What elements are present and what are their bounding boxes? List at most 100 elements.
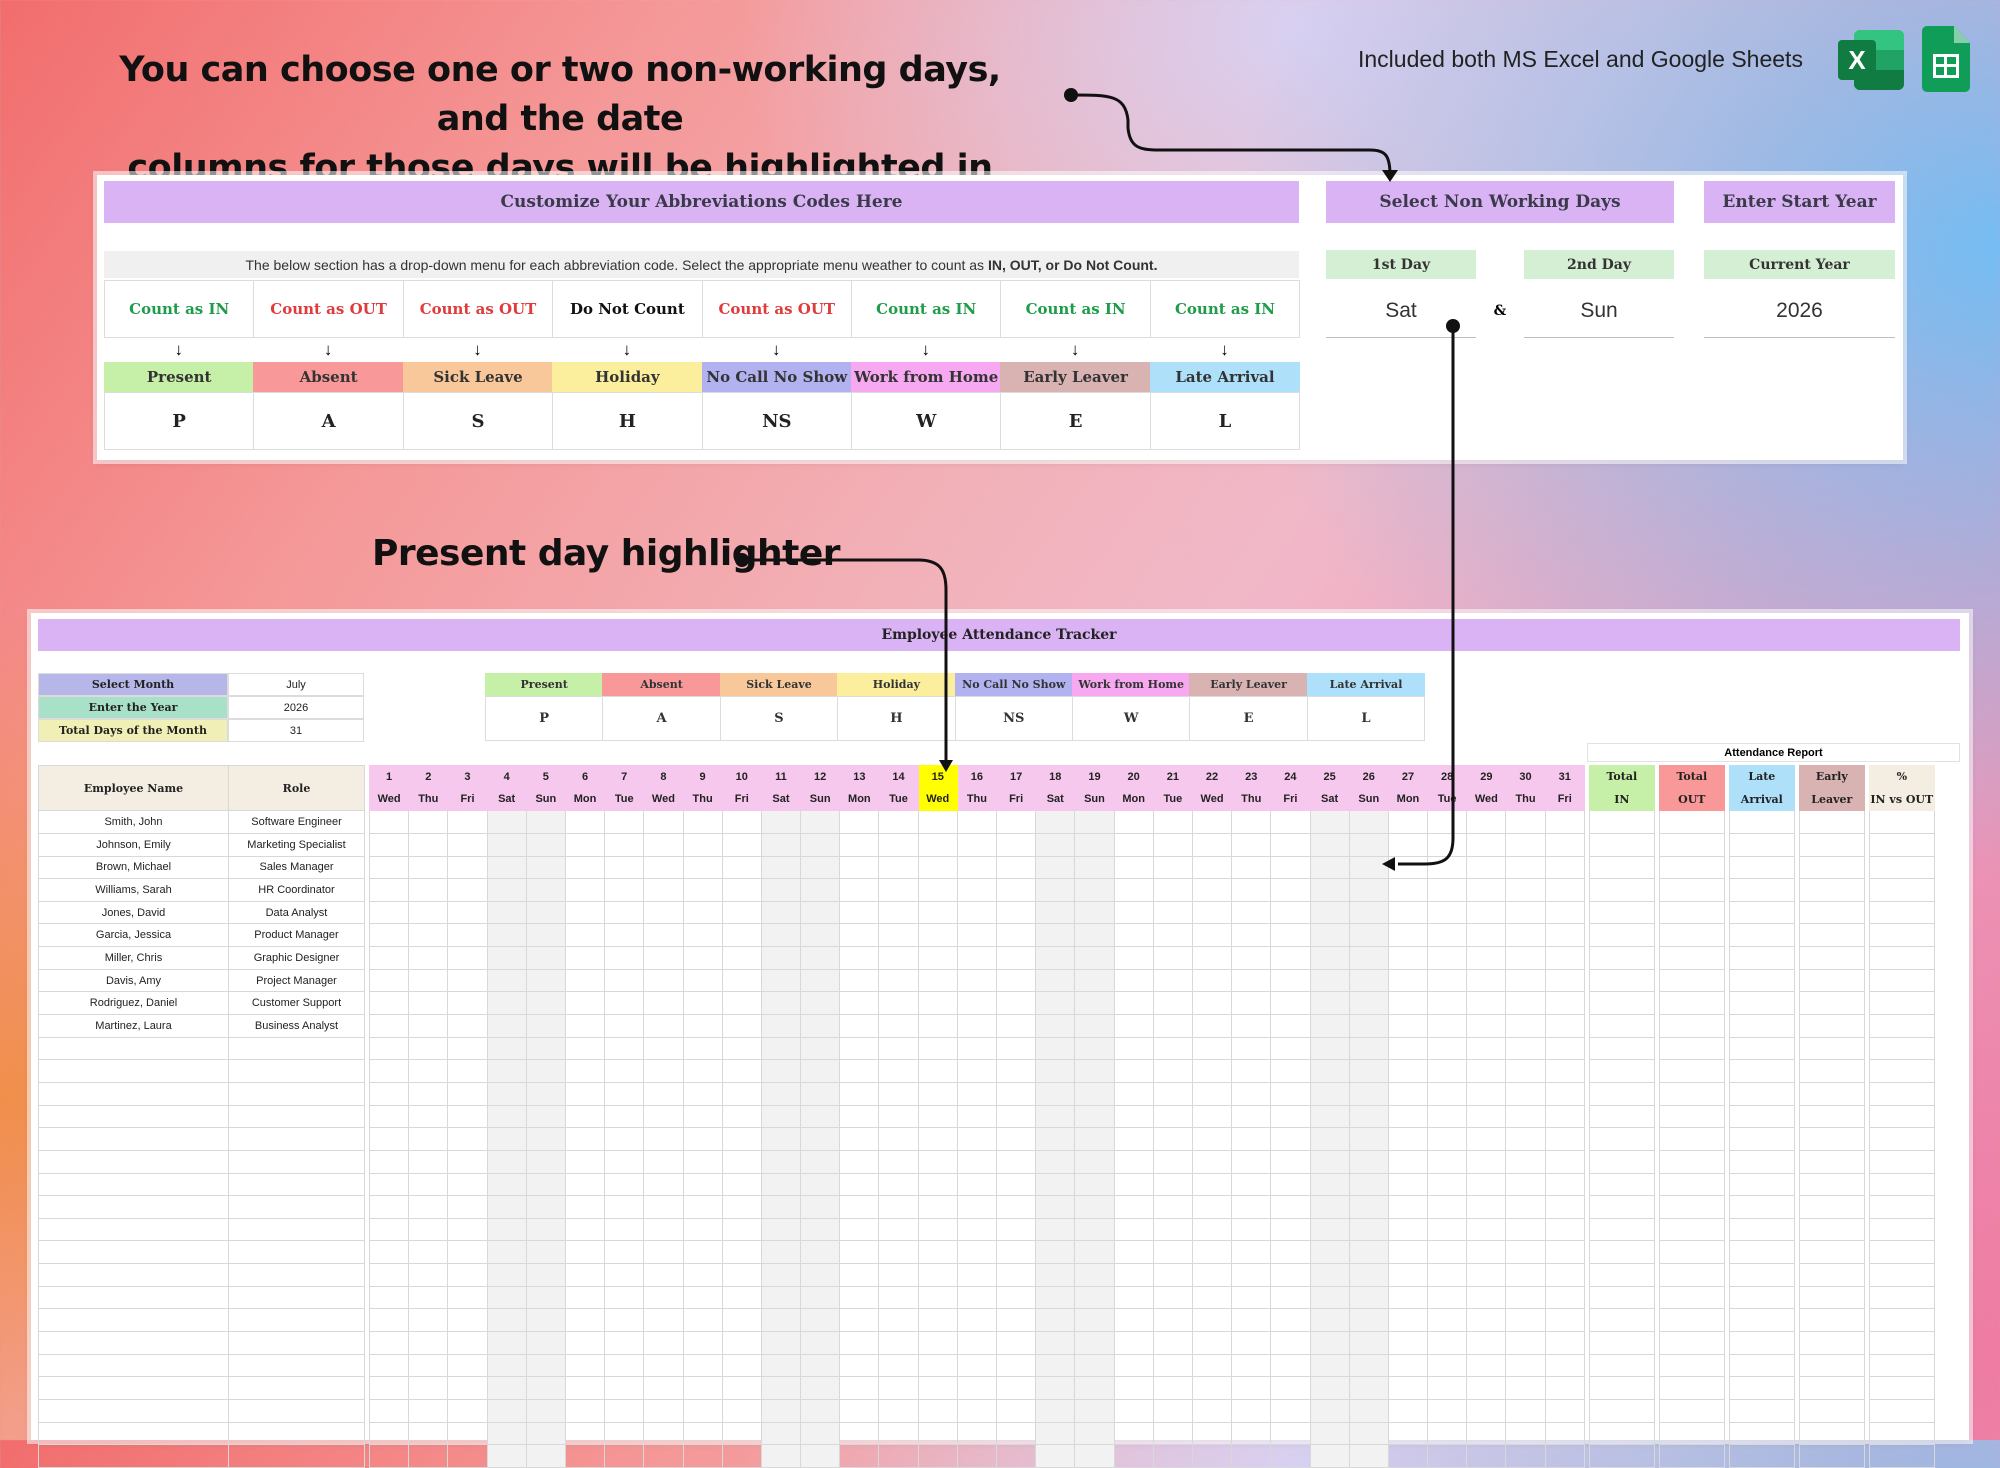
attendance-cell[interactable] <box>1035 1240 1076 1265</box>
attendance-cell[interactable] <box>800 991 841 1016</box>
attendance-cell[interactable] <box>1191 1444 1233 1468</box>
attendance-cell[interactable] <box>839 1444 880 1468</box>
attendance-cell[interactable] <box>1348 810 1389 834</box>
attendance-cell[interactable] <box>1309 1059 1350 1083</box>
attendance-cell[interactable] <box>486 968 527 993</box>
attendance-cell[interactable] <box>721 1444 762 1468</box>
attendance-cell[interactable] <box>525 1036 566 1061</box>
attendance-cell[interactable] <box>1466 1444 1507 1468</box>
attendance-cell[interactable] <box>1348 968 1389 993</box>
attendance-cell[interactable] <box>1035 1421 1076 1446</box>
attendance-cell[interactable] <box>760 810 802 834</box>
attendance-cell[interactable] <box>1309 1172 1350 1197</box>
attendance-cell[interactable] <box>525 1059 566 1083</box>
attendance-cell[interactable] <box>1387 1444 1429 1468</box>
attendance-cell[interactable] <box>525 1240 566 1265</box>
attendance-cell[interactable] <box>800 1195 841 1219</box>
attendance-cell[interactable] <box>1074 1149 1115 1174</box>
attendance-cell[interactable] <box>682 1444 723 1468</box>
attendance-cell[interactable] <box>1035 1127 1076 1151</box>
attendance-cell[interactable] <box>1309 1149 1350 1174</box>
attendance-cell[interactable] <box>525 1398 566 1423</box>
attendance-cell[interactable] <box>1427 1444 1468 1468</box>
employee-name-cell[interactable]: Jones, David <box>38 900 229 925</box>
attendance-cell[interactable] <box>525 1172 566 1197</box>
attendance-cell[interactable] <box>1035 1014 1076 1038</box>
attendance-cell[interactable] <box>486 1376 527 1400</box>
attendance-cell[interactable] <box>1270 1444 1311 1468</box>
attendance-cell[interactable] <box>1035 1149 1076 1174</box>
attendance-cell[interactable] <box>486 1104 527 1129</box>
attendance-cell[interactable] <box>995 1444 1037 1468</box>
employee-name-cell[interactable]: Davis, Amy <box>38 968 229 993</box>
attendance-cell[interactable] <box>800 1104 841 1129</box>
employee-role-cell[interactable] <box>228 1444 365 1468</box>
attendance-cell[interactable] <box>525 855 566 880</box>
attendance-cell[interactable] <box>800 1444 841 1468</box>
attendance-cell[interactable] <box>760 1217 802 1242</box>
attendance-cell[interactable] <box>760 991 802 1016</box>
attendance-cell[interactable] <box>486 878 527 902</box>
attendance-cell[interactable] <box>1035 1263 1076 1287</box>
attendance-cell[interactable] <box>1035 900 1076 925</box>
attendance-cell[interactable] <box>486 810 527 834</box>
attendance-cell[interactable] <box>525 1195 566 1219</box>
attendance-cell[interactable] <box>760 1398 802 1423</box>
current-year-input[interactable]: 2026 <box>1776 299 1823 322</box>
attendance-cell[interactable] <box>760 900 802 925</box>
attendance-cell[interactable] <box>1309 1081 1350 1106</box>
attendance-cell[interactable] <box>525 1308 566 1333</box>
employee-role-cell[interactable]: Product Manager <box>228 923 365 948</box>
attendance-cell[interactable] <box>1348 1421 1389 1446</box>
employee-name-cell[interactable]: Martinez, Laura <box>38 1014 229 1038</box>
employee-name-cell[interactable]: Smith, John <box>38 810 229 834</box>
attendance-cell[interactable] <box>1544 1444 1585 1468</box>
attendance-cell[interactable] <box>486 946 527 970</box>
attendance-cell[interactable] <box>760 968 802 993</box>
employee-name-cell[interactable]: Williams, Sarah <box>38 878 229 902</box>
attendance-cell[interactable] <box>1035 1353 1076 1378</box>
attendance-cell[interactable] <box>1035 946 1076 970</box>
attendance-cell[interactable] <box>1309 946 1350 970</box>
attendance-cell[interactable] <box>1309 1217 1350 1242</box>
setting-value-0[interactable]: July <box>228 673 364 696</box>
attendance-cell[interactable] <box>956 1444 998 1468</box>
attendance-cell[interactable] <box>760 1127 802 1151</box>
attendance-cell[interactable] <box>760 1081 802 1106</box>
attendance-cell[interactable] <box>1309 991 1350 1016</box>
attendance-cell[interactable] <box>1113 1444 1154 1468</box>
attendance-cell[interactable] <box>1309 1014 1350 1038</box>
employee-role-cell[interactable]: HR Coordinator <box>228 878 365 902</box>
attendance-cell[interactable] <box>486 855 527 880</box>
attendance-cell[interactable] <box>1035 1217 1076 1242</box>
attendance-cell[interactable] <box>525 923 566 948</box>
attendance-cell[interactable] <box>408 1444 449 1468</box>
attendance-cell[interactable] <box>1348 1172 1389 1197</box>
attendance-cell[interactable] <box>1035 1376 1076 1400</box>
attendance-cell[interactable] <box>1035 1331 1076 1355</box>
attendance-cell[interactable] <box>1035 878 1076 902</box>
attendance-cell[interactable] <box>1348 1308 1389 1333</box>
attendance-cell[interactable] <box>1074 1285 1115 1310</box>
attendance-cell[interactable] <box>486 1217 527 1242</box>
attendance-cell[interactable] <box>1035 923 1076 948</box>
attendance-cell[interactable] <box>800 832 841 857</box>
employee-role-cell[interactable]: Sales Manager <box>228 855 365 880</box>
attendance-cell[interactable] <box>1348 1014 1389 1038</box>
attendance-cell[interactable] <box>760 855 802 880</box>
attendance-cell[interactable] <box>564 1444 606 1468</box>
attendance-cell[interactable] <box>760 1285 802 1310</box>
attendance-cell[interactable] <box>1348 1081 1389 1106</box>
attendance-cell[interactable] <box>1074 1036 1115 1061</box>
attendance-cell[interactable] <box>525 1444 566 1468</box>
attendance-cell[interactable] <box>917 1444 958 1468</box>
attendance-cell[interactable] <box>1074 1217 1115 1242</box>
employee-role-cell[interactable]: Software Engineer <box>228 810 365 834</box>
attendance-cell[interactable] <box>1035 832 1076 857</box>
attendance-cell[interactable] <box>525 832 566 857</box>
attendance-cell[interactable] <box>1309 1308 1350 1333</box>
abbrev-code-7[interactable]: L <box>1149 392 1301 450</box>
attendance-cell[interactable] <box>800 923 841 948</box>
attendance-cell[interactable] <box>878 1444 919 1468</box>
attendance-cell[interactable] <box>1152 1444 1193 1468</box>
